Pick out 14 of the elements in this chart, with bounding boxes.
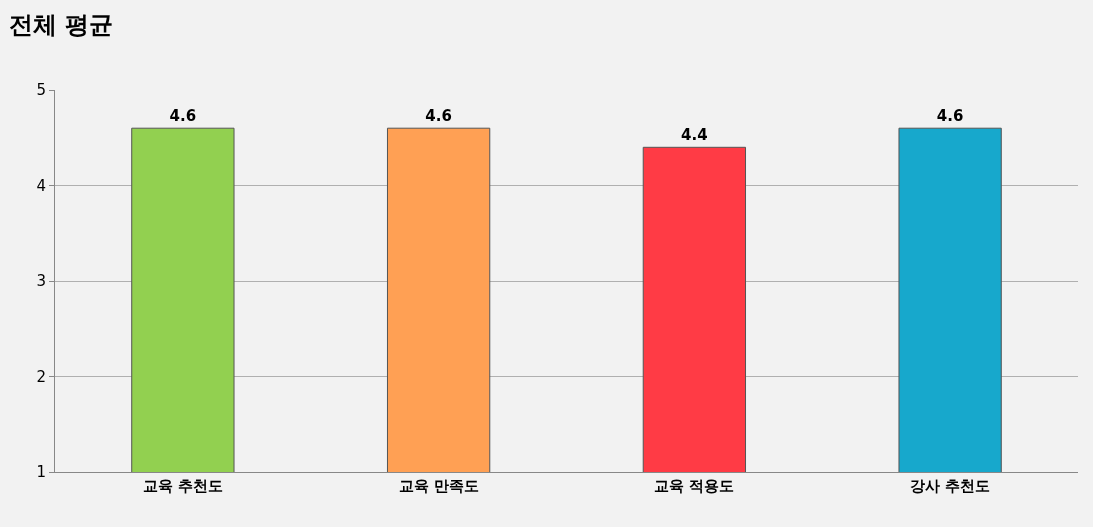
y-tick-label: 5 [36, 81, 46, 100]
chart-title: 전체 평균 [8, 10, 114, 39]
y-tick-label: 1 [36, 463, 46, 482]
x-tick-label: 교육 만족도 [398, 477, 479, 495]
y-tick-label: 2 [36, 367, 46, 386]
data-label: 4.4 [681, 126, 708, 145]
y-tick-label: 4 [36, 176, 46, 195]
x-tick-label: 강사 추천도 [910, 477, 991, 495]
x-tick-label: 교육 추천도 [142, 477, 223, 495]
x-tick-label: 교육 적용도 [654, 477, 735, 495]
data-label: 4.6 [425, 107, 452, 126]
data-label: 4.6 [936, 107, 964, 126]
data-label: 4.6 [169, 107, 197, 126]
y-tick-label: 3 [36, 272, 46, 291]
